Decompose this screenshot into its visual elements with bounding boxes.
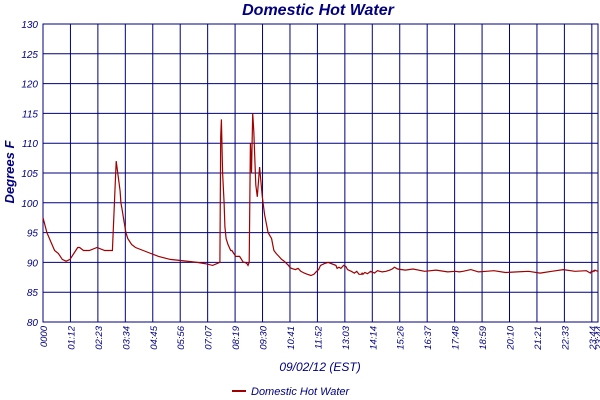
x-tick-label: 04:45	[149, 325, 160, 349]
x-tick-label: 07:07	[204, 325, 215, 349]
x-tick-label: 11:52	[313, 325, 324, 349]
y-tick-label: 85	[27, 288, 39, 299]
x-tick-label: 23:44	[588, 326, 599, 351]
y-tick-label: 95	[27, 229, 39, 240]
legend: Domestic Hot Water	[232, 386, 351, 398]
y-tick-label: 80	[27, 318, 39, 329]
y-tick-label: 100	[21, 199, 38, 210]
x-tick-label: 02:23	[94, 325, 105, 349]
x-tick-label: 16:37	[423, 325, 434, 349]
x-tick-label: 22:33	[560, 325, 571, 350]
series-line	[42, 113, 599, 277]
x-tick-label: 21:21	[533, 326, 544, 351]
y-tick-label: 130	[21, 20, 38, 31]
x-tick-label: 13:03	[341, 325, 352, 349]
x-tick-label: 17:48	[451, 325, 462, 349]
x-axis-label: 09/02/12 (EST)	[279, 360, 360, 374]
x-tick-label: 09:30	[259, 325, 270, 349]
x-tick-label: 0000	[39, 325, 50, 347]
legend-label: Domestic Hot Water	[251, 386, 351, 398]
y-tick-label: 110	[22, 139, 38, 150]
x-tick-label: 18:59	[478, 325, 489, 349]
y-tick-label: 115	[22, 109, 38, 120]
x-tick-label: 15:26	[396, 325, 407, 349]
y-tick-label: 125	[21, 50, 38, 61]
y-tick-label: 105	[21, 169, 38, 180]
x-tick-label: 14:14	[368, 326, 379, 350]
x-tick-label: 08:19	[231, 325, 242, 349]
y-tick-label: 120	[21, 80, 38, 91]
plot-area: 80 85 90 95 100 105 110 115 120 125 130 0000 01:12 02…	[21, 20, 600, 351]
x-tick-label: 23:44	[594, 326, 600, 351]
x-tick-label: 01:12	[66, 325, 77, 349]
x-tick-label: 03:34	[121, 326, 132, 350]
y-tick-label: 90	[27, 258, 39, 269]
x-tick-label: 10:41	[286, 326, 297, 350]
x-tick-label: 05:56	[176, 325, 187, 349]
x-tick-label: 20:10	[506, 325, 517, 350]
y-axis-label: Degrees F	[2, 140, 17, 204]
chart-title: Domestic Hot Water	[242, 2, 395, 19]
